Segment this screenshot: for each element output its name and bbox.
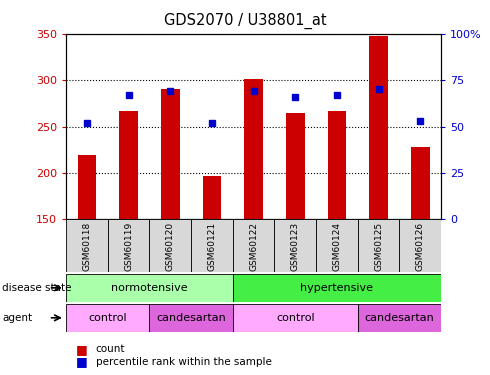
Bar [149, 304, 233, 332]
Text: agent: agent [2, 313, 32, 323]
Text: control: control [89, 313, 127, 323]
Bar [358, 304, 441, 332]
Text: GSM60125: GSM60125 [374, 222, 383, 271]
Bar [202, 176, 221, 219]
Text: GSM60120: GSM60120 [166, 222, 175, 271]
Text: control: control [276, 313, 315, 323]
Text: GSM60123: GSM60123 [291, 222, 300, 271]
Text: candesartan: candesartan [156, 313, 226, 323]
Bar [316, 219, 358, 272]
Text: GSM60119: GSM60119 [124, 222, 133, 271]
Text: hypertensive: hypertensive [300, 283, 373, 293]
Text: ■: ■ [76, 356, 88, 368]
Text: disease state: disease state [2, 283, 72, 293]
Bar [358, 219, 399, 272]
Bar [149, 219, 191, 272]
Text: normotensive: normotensive [111, 283, 188, 293]
Text: GSM60121: GSM60121 [207, 222, 217, 271]
Text: ■: ■ [76, 343, 88, 356]
Text: GSM60118: GSM60118 [82, 222, 92, 271]
Text: GSM60122: GSM60122 [249, 222, 258, 271]
Bar [66, 219, 108, 272]
Bar [66, 274, 233, 302]
Bar [66, 304, 149, 332]
Text: count: count [96, 345, 125, 354]
Bar [399, 219, 441, 272]
Bar [191, 219, 233, 272]
Text: GSM60126: GSM60126 [416, 222, 425, 271]
Bar [119, 111, 138, 219]
Bar [327, 111, 346, 219]
Bar [77, 155, 97, 219]
Bar [411, 147, 430, 219]
Bar [369, 36, 388, 219]
Bar [161, 88, 180, 219]
Bar [286, 112, 305, 219]
Bar [233, 219, 274, 272]
Bar [233, 274, 441, 302]
Text: percentile rank within the sample: percentile rank within the sample [96, 357, 271, 367]
Bar [108, 219, 149, 272]
Bar [233, 304, 358, 332]
Bar [274, 219, 316, 272]
Bar [244, 79, 263, 219]
Text: GDS2070 / U38801_at: GDS2070 / U38801_at [164, 13, 326, 29]
Text: GSM60124: GSM60124 [332, 222, 342, 271]
Text: candesartan: candesartan [365, 313, 434, 323]
